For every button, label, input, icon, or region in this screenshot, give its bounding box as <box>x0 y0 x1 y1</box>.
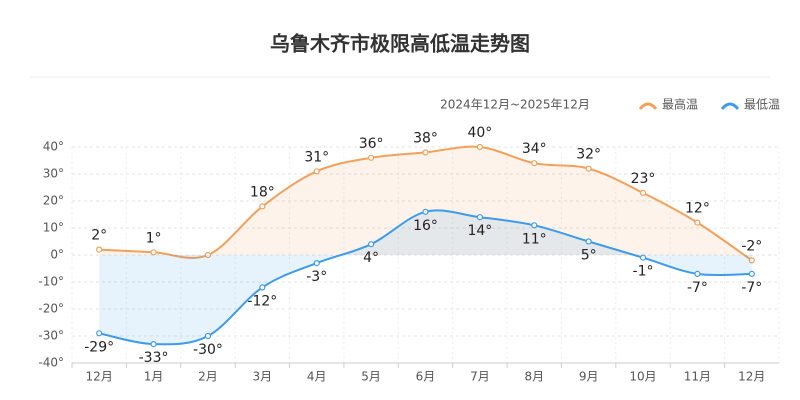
point <box>368 154 375 161</box>
data-label: 23° <box>631 171 656 187</box>
x-tick-label: 2月 <box>198 370 218 384</box>
point <box>204 332 212 340</box>
data-label: 32° <box>576 147 601 163</box>
data-label: 18° <box>250 184 275 200</box>
point <box>476 214 483 221</box>
point <box>694 270 701 277</box>
x-tick-label: 8月 <box>524 370 544 384</box>
point <box>531 160 538 167</box>
point <box>585 238 592 245</box>
point <box>694 219 701 226</box>
point <box>313 168 320 175</box>
x-tick-label: 3月 <box>253 370 273 384</box>
data-label: 40° <box>467 125 492 141</box>
point <box>259 203 266 210</box>
data-label: -1° <box>633 264 654 280</box>
x-tick-label: 6月 <box>416 370 436 384</box>
data-label: 16° <box>413 218 438 234</box>
data-label: -2° <box>741 238 762 254</box>
y-tick-label: -40° <box>38 356 64 370</box>
x-tick-label: 12月 <box>86 370 113 384</box>
subtitle: 2024年12月~2025年12月 <box>440 98 590 112</box>
y-tick-label: 30° <box>43 167 64 181</box>
point <box>748 257 755 264</box>
legend-label: 最低温 <box>744 98 780 112</box>
legend-icon <box>720 102 740 110</box>
legend-label: 最高温 <box>662 97 698 112</box>
point <box>422 149 429 156</box>
point <box>204 251 212 259</box>
point <box>639 189 647 196</box>
data-label: -3° <box>306 269 327 285</box>
point <box>422 208 429 215</box>
chart-title: 乌鲁木齐市极限高低温走势图 <box>270 32 530 56</box>
data-label: -29° <box>84 339 114 355</box>
data-label: -12° <box>247 293 277 309</box>
point <box>585 165 592 172</box>
point <box>368 241 375 248</box>
data-label: -7° <box>687 280 708 296</box>
data-label: 2° <box>91 228 107 244</box>
data-label: 14° <box>467 223 492 239</box>
y-tick-label: 0° <box>50 248 64 262</box>
point <box>639 254 647 261</box>
area <box>99 146 752 261</box>
y-tick-label: 20° <box>43 194 64 208</box>
point <box>150 249 157 256</box>
x-tick-label: 7月 <box>470 370 490 384</box>
data-label: 38° <box>413 130 438 146</box>
y-tick-label: -20° <box>38 302 64 316</box>
point <box>96 330 103 337</box>
point <box>748 270 755 277</box>
point <box>313 260 320 267</box>
point <box>150 341 157 348</box>
x-tick-label: 5月 <box>361 370 381 384</box>
x-tick-label: 10月 <box>629 370 656 384</box>
x-tick-label: 1月 <box>144 370 164 384</box>
y-tick-label: -10° <box>38 275 64 289</box>
data-label: -33° <box>139 350 169 366</box>
point <box>259 284 266 291</box>
data-label: -30° <box>193 342 223 358</box>
data-label: 5° <box>581 248 597 264</box>
point <box>96 246 103 253</box>
y-tick-label: -30° <box>38 329 64 343</box>
data-label: 11° <box>522 231 547 247</box>
data-label: 1° <box>146 230 162 246</box>
x-tick-label: 11月 <box>684 370 711 384</box>
y-tick-label: 40° <box>43 140 64 154</box>
data-label: 36° <box>359 136 384 152</box>
data-label: 31° <box>304 149 329 165</box>
legend-icon <box>638 102 658 110</box>
x-tick-label: 4月 <box>307 370 327 384</box>
y-tick-label: 10° <box>43 221 64 235</box>
data-label: 4° <box>363 250 379 266</box>
point <box>531 222 538 229</box>
data-label: 34° <box>522 141 547 157</box>
data-label: -7° <box>741 280 762 296</box>
x-tick-label: 9月 <box>579 370 599 384</box>
data-label: 12° <box>685 201 710 217</box>
point <box>476 143 483 151</box>
x-tick-label: 12月 <box>738 370 765 384</box>
